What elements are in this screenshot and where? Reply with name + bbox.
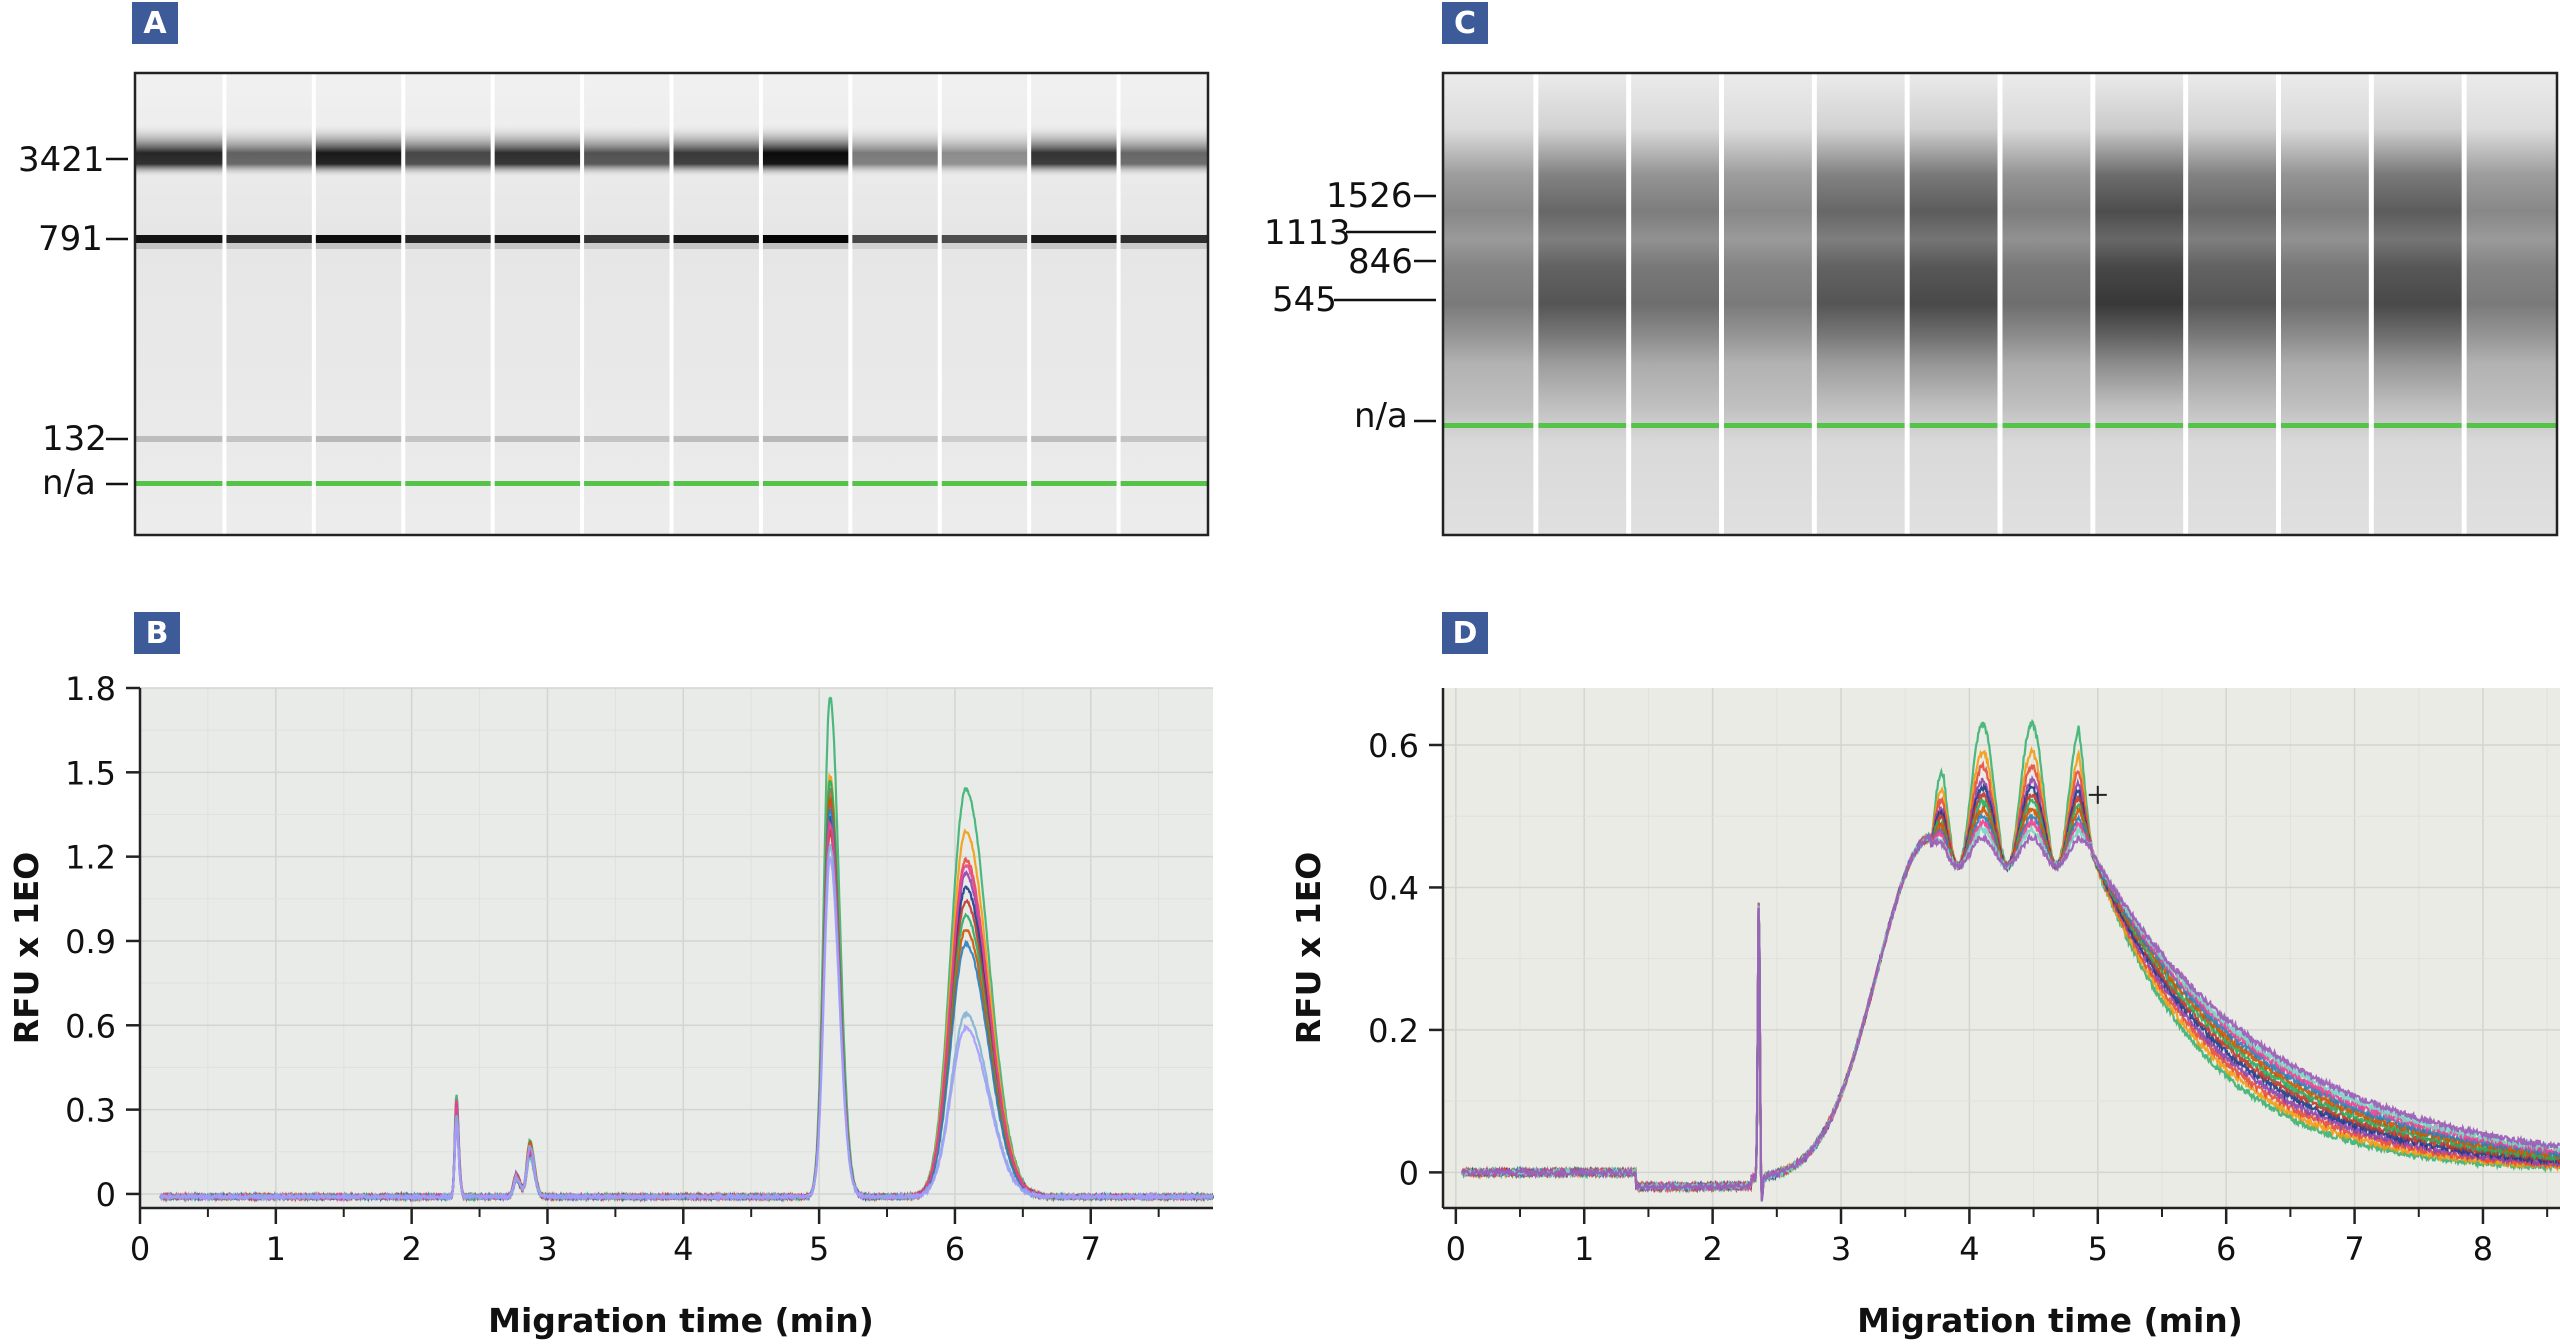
x-tick-label: 5 [2088, 1230, 2108, 1268]
y-tick-label: 0.6 [65, 1007, 116, 1045]
x-tick-label: 5 [809, 1230, 829, 1268]
y-tick-label: 1.8 [65, 670, 116, 708]
x-tick-label: 7 [2344, 1230, 2364, 1268]
y-tick-label: 0.3 [65, 1092, 116, 1130]
x-tick-label: 7 [1081, 1230, 1101, 1268]
x-tick-label: 4 [1959, 1230, 1979, 1268]
y-axis-label-d: RFU x 1EO [1289, 852, 1328, 1045]
panel-a-badge: A [132, 2, 178, 44]
x-tick-label: 3 [1831, 1230, 1851, 1268]
y-tick-label: 0 [96, 1176, 116, 1214]
y-tick-label: 0 [1399, 1154, 1419, 1192]
y-tick-label: 0.9 [65, 923, 116, 961]
x-tick-label: 1 [266, 1230, 286, 1268]
y-tick-label: 0.6 [1368, 727, 1419, 765]
x-tick-label: 6 [2216, 1230, 2236, 1268]
y-tick-label: 1.2 [65, 839, 116, 877]
y-tick-label: 1.5 [65, 754, 116, 792]
x-tick-label: 1 [1574, 1230, 1594, 1268]
x-axis-label-b: Migration time (min) [488, 1301, 874, 1340]
x-tick-label: 6 [945, 1230, 965, 1268]
x-tick-label: 0 [1446, 1230, 1466, 1268]
x-tick-label: 2 [1702, 1230, 1722, 1268]
plot-area-b [140, 688, 1213, 1208]
x-tick-label: 2 [401, 1230, 421, 1268]
panel-b-badge: B [134, 612, 180, 654]
panel-c-badge: C [1442, 2, 1488, 44]
x-axis-label-d: Migration time (min) [1857, 1301, 2243, 1340]
x-tick-label: 4 [673, 1230, 693, 1268]
trace-line-12 [1461, 832, 2560, 1202]
x-tick-label: 0 [130, 1230, 150, 1268]
y-axis-label-b: RFU x 1EO [7, 852, 46, 1045]
x-tick-label: 8 [2473, 1230, 2493, 1268]
x-tick-label: 3 [537, 1230, 557, 1268]
y-tick-label: 0.2 [1368, 1012, 1419, 1050]
panel-d-badge: D [1442, 612, 1488, 654]
trace-line-12 [159, 855, 1214, 1203]
y-tick-label: 0.4 [1368, 869, 1419, 907]
